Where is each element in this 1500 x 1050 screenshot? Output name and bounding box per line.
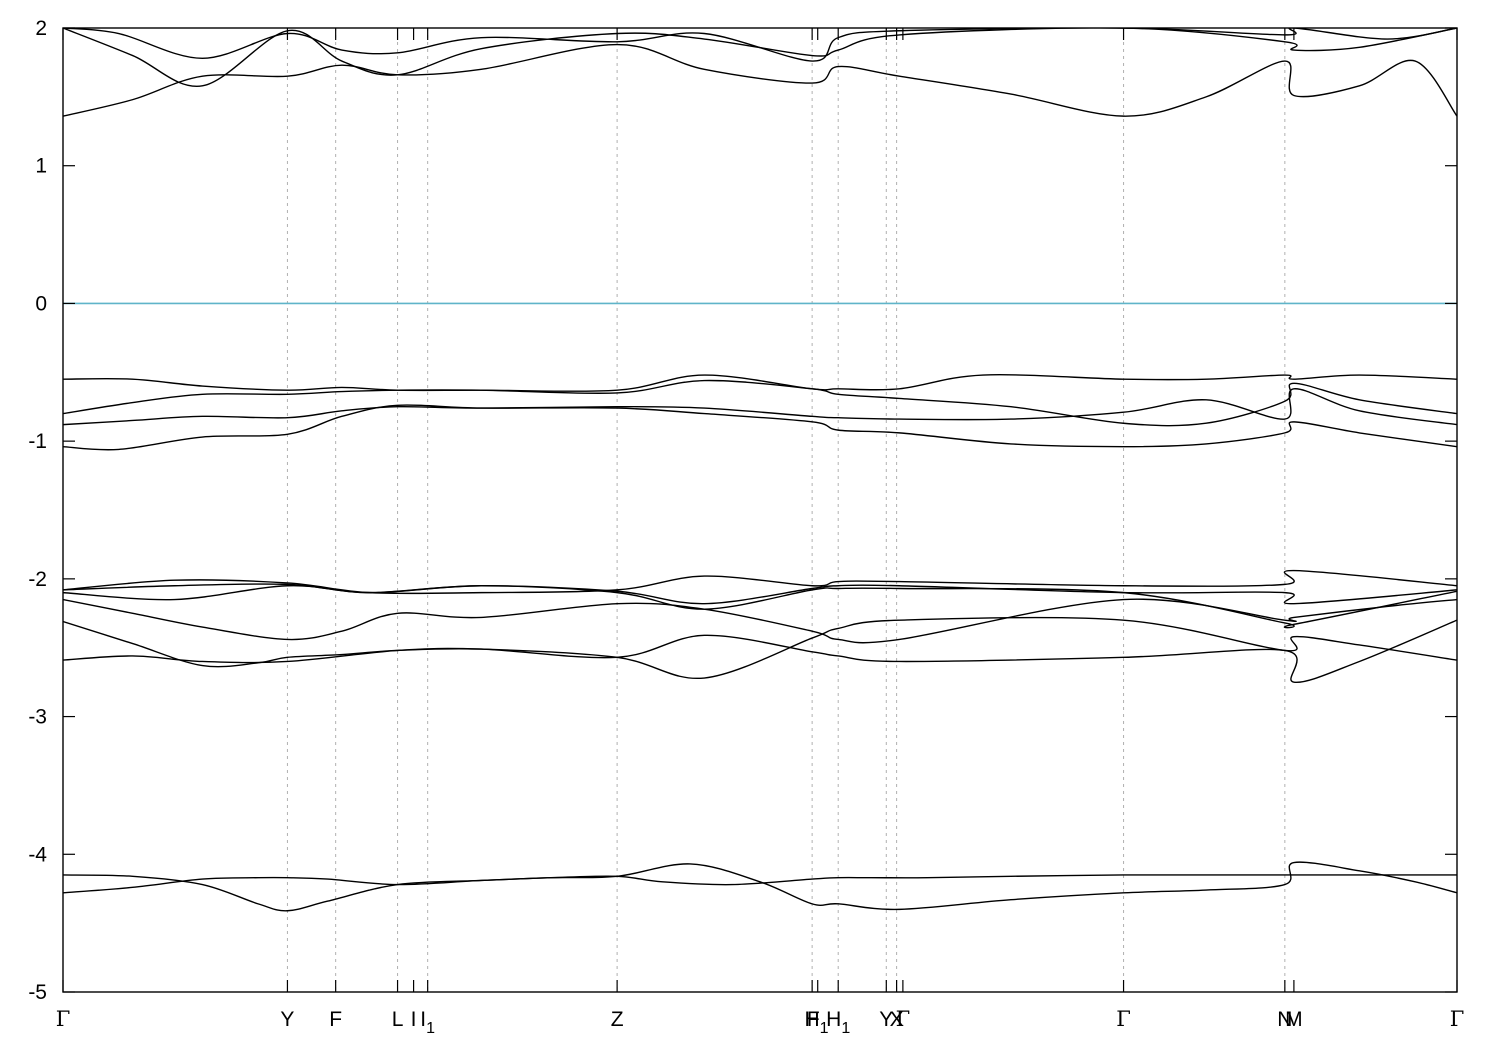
x-tick-label: Γ — [1116, 1007, 1131, 1031]
y-axis-ticks: 2 1 0 -1 -2 -3 -4 -5 — [28, 17, 1457, 1004]
band-line-5 — [63, 598, 1457, 644]
plot-frame — [62, 27, 1458, 993]
x-tick-label: N — [1277, 1008, 1292, 1031]
x-tick-label: H1 — [826, 1008, 850, 1037]
band-line-3 — [63, 616, 1457, 680]
band-line-4 — [63, 619, 1457, 683]
band-line-9 — [63, 404, 1457, 451]
band-line-10 — [63, 388, 1457, 426]
band-line-12 — [63, 374, 1457, 393]
x-tick-label: L — [392, 1008, 404, 1031]
x-tick-label: Γ — [56, 1007, 71, 1031]
x-tick-label: Z — [611, 1008, 624, 1031]
x-tick-label: X — [890, 1008, 904, 1031]
y-tick-label: -2 — [28, 568, 47, 591]
band-line-15 — [63, 28, 1457, 62]
x-tick-label: Y — [280, 1008, 294, 1031]
band-line-7 — [63, 583, 1457, 605]
y-tick-label: -4 — [28, 843, 47, 866]
x-tick-label: Γ — [1450, 1007, 1465, 1031]
x-tick-label: Y — [879, 1008, 893, 1031]
band-line-8 — [63, 569, 1457, 595]
x-tick-label: F1 — [807, 1008, 829, 1037]
x-tick-label: Γ — [896, 1007, 911, 1031]
x-tick-label: H — [805, 1008, 820, 1031]
y-tick-label: -5 — [28, 981, 47, 1004]
y-tick-label: 2 — [35, 17, 47, 40]
band-line-11 — [63, 379, 1457, 427]
y-tick-label: -1 — [28, 430, 47, 453]
band-line-1 — [63, 874, 1457, 894]
x-tick-label: I1 — [420, 1008, 435, 1037]
band-line-14 — [63, 28, 1457, 87]
y-tick-label: -3 — [28, 706, 47, 729]
band-line-13 — [63, 43, 1457, 117]
x-tick-label: F — [329, 1008, 342, 1031]
x-tick-label: I — [411, 1008, 417, 1031]
band-series — [63, 28, 1457, 912]
grid-lines — [286, 28, 1286, 992]
y-tick-label: 0 — [35, 292, 47, 315]
y-tick-label: 1 — [35, 155, 47, 178]
x-tick-label: M — [1285, 1008, 1303, 1031]
band-line-2 — [63, 861, 1457, 912]
